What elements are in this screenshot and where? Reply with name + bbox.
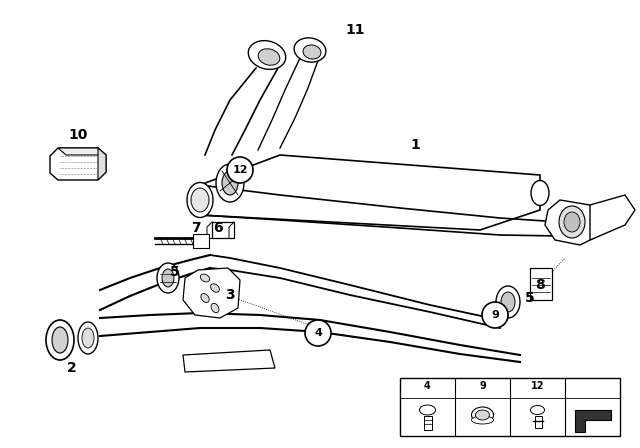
Polygon shape bbox=[50, 148, 106, 180]
Bar bbox=[534, 416, 541, 428]
Ellipse shape bbox=[187, 182, 213, 217]
Text: 4: 4 bbox=[424, 381, 431, 391]
Ellipse shape bbox=[564, 212, 580, 232]
Bar bbox=[400, 378, 620, 436]
Text: 3: 3 bbox=[225, 288, 235, 302]
Text: 2: 2 bbox=[67, 361, 77, 375]
Ellipse shape bbox=[419, 405, 435, 415]
Ellipse shape bbox=[52, 327, 68, 353]
Polygon shape bbox=[575, 410, 611, 432]
Ellipse shape bbox=[489, 311, 503, 321]
Text: 11: 11 bbox=[345, 23, 365, 37]
Ellipse shape bbox=[191, 188, 209, 212]
Circle shape bbox=[305, 320, 331, 346]
Polygon shape bbox=[183, 350, 275, 372]
Polygon shape bbox=[183, 268, 240, 318]
Text: 12: 12 bbox=[232, 165, 248, 175]
Ellipse shape bbox=[559, 206, 585, 238]
Text: 5: 5 bbox=[525, 291, 535, 305]
Ellipse shape bbox=[211, 284, 220, 292]
Ellipse shape bbox=[201, 293, 209, 302]
Ellipse shape bbox=[157, 263, 179, 293]
Text: 7: 7 bbox=[191, 221, 201, 235]
Circle shape bbox=[482, 302, 508, 328]
Ellipse shape bbox=[531, 181, 549, 206]
Ellipse shape bbox=[46, 320, 74, 360]
Ellipse shape bbox=[200, 274, 210, 282]
Ellipse shape bbox=[303, 45, 321, 59]
Ellipse shape bbox=[222, 171, 238, 195]
Polygon shape bbox=[590, 195, 635, 240]
Text: 1: 1 bbox=[410, 138, 420, 152]
Text: 10: 10 bbox=[68, 128, 88, 142]
Polygon shape bbox=[545, 200, 605, 245]
Ellipse shape bbox=[484, 307, 508, 325]
Circle shape bbox=[227, 157, 253, 183]
Ellipse shape bbox=[294, 38, 326, 62]
Ellipse shape bbox=[531, 405, 545, 414]
Ellipse shape bbox=[476, 410, 490, 420]
Text: 6: 6 bbox=[213, 221, 223, 235]
Polygon shape bbox=[58, 148, 106, 155]
Bar bbox=[212, 222, 234, 238]
Bar bbox=[193, 234, 209, 248]
Ellipse shape bbox=[216, 164, 244, 202]
Text: 9: 9 bbox=[491, 310, 499, 320]
Ellipse shape bbox=[258, 49, 280, 65]
Ellipse shape bbox=[501, 292, 515, 312]
Polygon shape bbox=[98, 148, 106, 180]
Bar bbox=[424, 416, 431, 430]
Text: 9: 9 bbox=[479, 381, 486, 391]
Ellipse shape bbox=[211, 303, 219, 313]
Text: 8: 8 bbox=[535, 278, 545, 292]
Ellipse shape bbox=[82, 328, 94, 348]
Ellipse shape bbox=[472, 407, 493, 423]
Ellipse shape bbox=[78, 322, 98, 354]
Bar bbox=[530, 268, 552, 300]
Ellipse shape bbox=[162, 269, 174, 287]
Ellipse shape bbox=[248, 41, 285, 69]
Polygon shape bbox=[200, 155, 540, 230]
Text: 4: 4 bbox=[314, 328, 322, 338]
Text: 12: 12 bbox=[531, 381, 544, 391]
Text: 5: 5 bbox=[170, 265, 180, 279]
Ellipse shape bbox=[496, 286, 520, 318]
Ellipse shape bbox=[472, 416, 493, 424]
